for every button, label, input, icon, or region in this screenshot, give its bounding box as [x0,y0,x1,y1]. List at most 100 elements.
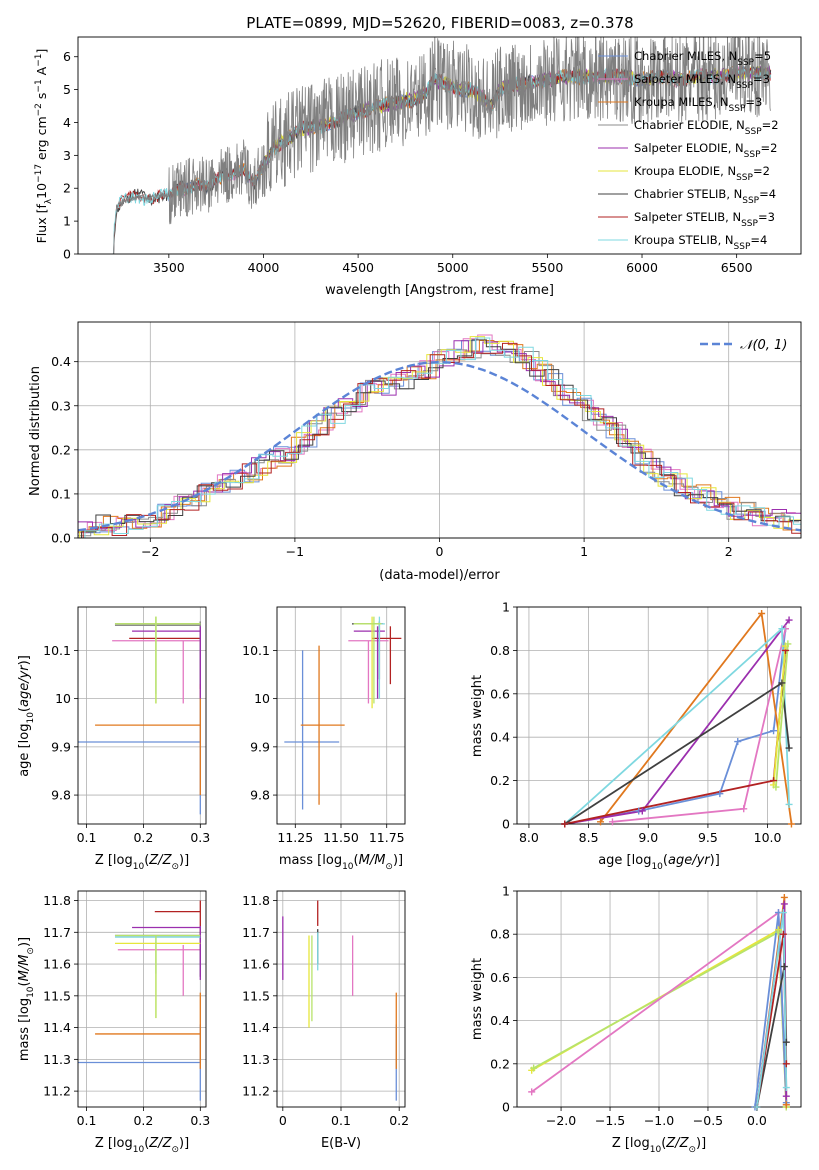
weight-age-marker [784,640,792,648]
x-tick-label: 1 [580,544,588,559]
legend-label: Chabrier ELODIE, NSSP=2 [634,118,779,137]
x-tick-label: 9.5 [698,830,718,845]
mass-vs-ebv-plot-area [282,900,397,1101]
y-tick-label: 10.1 [242,643,270,658]
weight-age-marker [770,727,778,735]
weight-age-line [772,646,787,785]
weight-age-marker [785,744,793,752]
weight-z-marker [782,1060,790,1068]
y-tick-label: 0.8 [490,643,510,658]
mass-vs-Z-plot-area [78,900,201,1101]
y-tick-label: 10.1 [43,643,71,658]
y-tick-label: 3 [63,148,71,163]
weight-age-marker [561,820,569,828]
spectrum-frame [77,36,802,255]
x-tick-label: 8.5 [579,830,599,845]
y-tick-label: 0 [502,817,510,832]
weight-age-marker [758,610,766,618]
x-tick-label: 2 [725,544,733,559]
y-tick-label: 10 [55,691,71,706]
x-tick-label: 0.2 [133,830,153,845]
x-tick-label: −1.0 [644,1113,674,1128]
spectrum-x-label: wavelength [Angstrom, rest frame] [325,283,554,298]
legend-label: Chabrier STELIB, NSSP=4 [634,187,776,206]
y-tick-label: 11.3 [242,1052,270,1067]
x-axis-label: Z [log10(Z/Z⊙)] [95,1136,189,1155]
mass-vs-Z-axes: 0.1 0.2 0.3 11.2 11.3 11.4 11.5 11.6 11.7 11.8 Z [… [43,890,210,1155]
weight-age-marker [638,807,646,815]
age-y-label: age [log10(age/yr)] [17,655,36,777]
x-axis-label: Z [log10(Z/Z⊙)] [612,1136,706,1155]
weight-age-marker [716,790,724,798]
y-tick-label: 0.6 [490,686,510,701]
mass-weight-vs-age-frame [516,606,802,825]
y-tick-label: 0.2 [51,442,71,457]
x-tick-label: −2.0 [546,1113,576,1128]
x-tick-label: 11.75 [369,830,405,845]
x-tick-label: 6500 [721,260,753,275]
x-tick-label: 0.1 [77,1113,97,1128]
weight-age-marker [608,818,616,826]
x-tick-label: 10.0 [754,830,782,845]
mass-weight-vs-age-axes: 8.0 8.5 9.0 9.5 10.0 0 0.2 0.4 0.6 0.8 1 [490,600,802,845]
residual-histogram [82,342,801,538]
age-vs-Z-frame [77,606,207,825]
x-tick-label: 11.50 [323,830,359,845]
weight-age-marker [772,783,780,791]
y-tick-label: 0.2 [490,773,510,788]
y-tick-label: 1 [502,884,510,899]
legend-label: Kroupa MILES, NSSP=3 [634,95,762,114]
x-tick-label: 0.2 [133,1113,153,1128]
x-tick-label: 0.1 [331,1113,351,1128]
mass-x-label: mass [log10(M/M⊙)] [279,853,403,872]
weight-age-marker [597,818,605,826]
ebv-x-label: E(B-V) [321,1136,361,1151]
y-tick-label: 10 [254,691,270,706]
residuals-axes: −2 −1 0 1 2 0.0 0.1 0.2 0.3 0.4 [51,321,802,559]
y-tick-label: 1 [63,214,71,229]
weight-age-marker [785,800,793,808]
weight-age-line [775,643,789,788]
weight-age-marker [787,820,795,828]
y-tick-label: 0.3 [51,398,71,413]
x-tick-label: 4500 [342,260,374,275]
y-tick-label: 9.8 [250,788,270,803]
y-tick-label: 11.3 [43,1052,71,1067]
mass-vs-ebv-axes: 0 0.1 0.2 11.2 11.3 11.4 11.5 11.6 11.7 11.8 [242,890,409,1128]
y-tick-label: 0.4 [51,354,71,369]
residual-x-label: (data-model)/error [379,568,500,583]
y-tick-label: 0.1 [51,486,71,501]
x-tick-label: 5500 [531,260,563,275]
y-tick-label: 4 [63,115,71,130]
residuals-plot-area [78,334,801,538]
y-tick-label: 11.2 [43,1084,71,1099]
weight-age-marker [778,679,786,687]
y-tick-label: 0.4 [490,730,510,745]
legend-label: Kroupa STELIB, NSSP=4 [634,233,767,252]
weight-age-marker [785,616,793,624]
legend-label: Salpeter MILES, NSSP=3 [634,72,770,91]
weight-z-marker [528,1088,536,1096]
x-tick-label: 5000 [437,260,469,275]
age-vs-Z-plot-area [78,616,201,815]
weight-z-marker [782,1038,790,1046]
residual-histogram [81,339,801,538]
y-tick-label: 11.7 [43,925,71,940]
weight-z-marker [780,893,788,901]
mass-y-label: mass [log10(M/M⊙)] [17,937,36,1061]
weight-y-label: mass weight [470,675,485,757]
weight-z-marker [782,1084,790,1092]
legend-label: Salpeter ELODIE, NSSP=2 [634,141,777,160]
y-tick-label: 11.5 [242,988,270,1003]
y-tick-label: 1 [502,600,510,615]
x-tick-label: −1 [286,544,304,559]
y-tick-label: 11.4 [43,1020,71,1035]
y-tick-label: 0.2 [490,1056,510,1071]
gaussian-curve [78,360,801,532]
y-tick-label: 2 [63,181,71,196]
age-vs-mass-plot-area [284,616,402,810]
legend-label: Salpeter STELIB, NSSP=3 [634,210,775,229]
weight-age-line [564,626,790,824]
weight-z-marker [780,963,788,971]
